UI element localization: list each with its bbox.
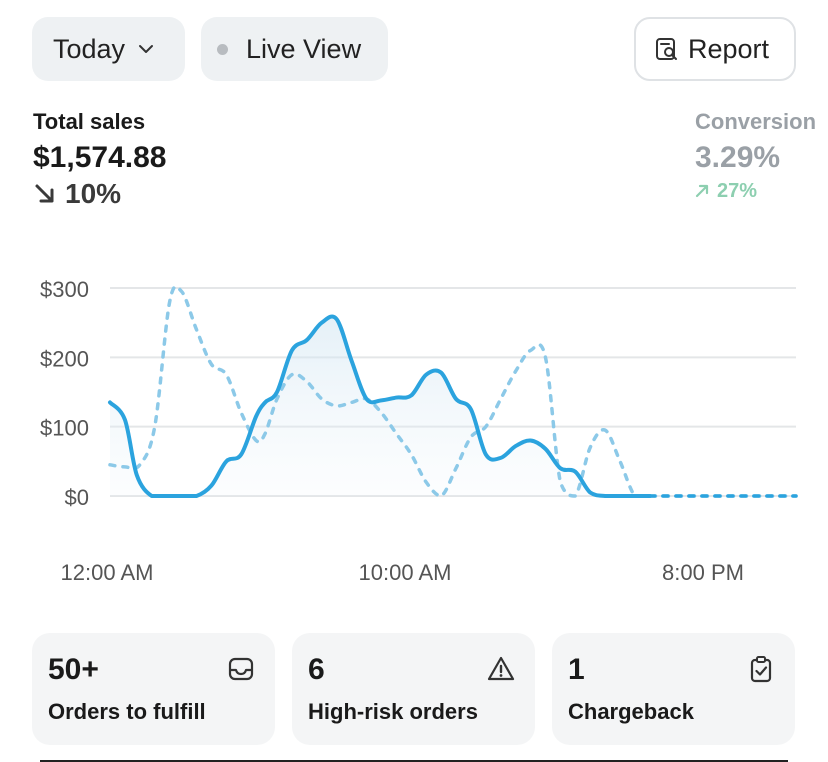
arrow-down-right-icon	[35, 184, 54, 203]
live-status-dot-icon	[217, 43, 228, 55]
conversion-metric[interactable]: Conversion 3.29% 27%	[695, 108, 816, 204]
report-search-icon	[656, 38, 677, 60]
orders-to-fulfill-card[interactable]: 50+ Orders to fulfill	[32, 633, 275, 745]
chevron-down-icon	[139, 45, 154, 53]
series-line-today	[108, 314, 652, 498]
conversion-value: 3.29%	[695, 141, 781, 174]
conversion-label: Conversion	[695, 109, 817, 134]
x-tick-label: 8:00 PM	[662, 560, 744, 585]
orders-to-fulfill-count: 50+	[48, 653, 99, 686]
total-sales-change: 10%	[33, 178, 166, 210]
report-button[interactable]: Report	[634, 17, 796, 81]
y-tick-label: $0	[65, 485, 89, 510]
total-sales-change-value: 10%	[65, 178, 122, 209]
high-risk-orders-card[interactable]: 6 High-risk orders	[292, 633, 535, 745]
total-sales-value: $1,574.88	[33, 141, 167, 174]
sales-chart[interactable]: $300 $200 $100 $0 12:00 AM 10:00 AM 8:00 PM	[0, 260, 828, 600]
orders-to-fulfill-label: Orders to fulfill	[48, 699, 206, 724]
date-range-label: Today	[53, 33, 126, 64]
inbox-icon	[228, 657, 254, 681]
chargeback-label: Chargeback	[568, 699, 694, 724]
live-view-label: Live View	[246, 33, 362, 64]
arrow-up-right-icon	[695, 184, 709, 198]
y-tick-label: $100	[40, 416, 89, 441]
live-view-button[interactable]: Live View	[201, 17, 388, 81]
total-sales-metric[interactable]: Total sales $1,574.88 10%	[33, 108, 166, 210]
series-line-comparison	[108, 284, 798, 498]
total-sales-label: Total sales	[33, 109, 146, 134]
clipboard-check-icon	[750, 656, 772, 683]
chargeback-card[interactable]: 1 Chargeback	[552, 633, 795, 745]
y-tick-label: $300	[40, 277, 89, 302]
high-risk-orders-label: High-risk orders	[308, 699, 478, 724]
bottom-divider	[40, 760, 788, 762]
x-tick-label: 10:00 AM	[359, 560, 452, 585]
conversion-change: 27%	[695, 178, 816, 204]
date-range-button[interactable]: Today	[32, 17, 185, 81]
x-tick-label: 12:00 AM	[61, 560, 154, 585]
conversion-change-value: 27%	[717, 180, 758, 202]
y-tick-label: $200	[40, 346, 89, 371]
report-label: Report	[688, 33, 770, 64]
high-risk-orders-count: 6	[308, 653, 325, 686]
warning-icon	[487, 656, 515, 681]
chargeback-count: 1	[568, 653, 585, 686]
